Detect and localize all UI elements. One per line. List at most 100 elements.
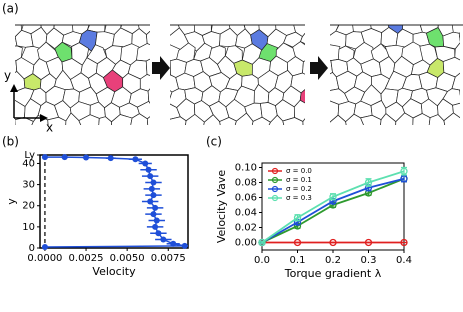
- point: [400, 167, 408, 175]
- y-tick-label: 30: [22, 180, 35, 191]
- cell: [105, 127, 124, 148]
- cell: [302, 60, 305, 75]
- cell: [186, 132, 207, 148]
- cell: [89, 130, 107, 149]
- cell: [0, 14, 7, 37]
- cell: [23, 131, 42, 147]
- legend-marker: [271, 185, 279, 193]
- y-tick-label: 0.04: [235, 208, 257, 219]
- y-axis-label: Velocity Vave: [215, 170, 228, 244]
- legend-marker: [271, 176, 279, 184]
- cell: [71, 128, 90, 149]
- cell: [313, 86, 329, 109]
- point: [152, 223, 159, 230]
- point: [41, 243, 48, 250]
- cell: [242, 132, 261, 150]
- cell: [302, 118, 305, 125]
- point: [364, 238, 373, 247]
- point: [400, 238, 408, 247]
- point: [155, 230, 162, 237]
- cell: [455, 131, 463, 148]
- y-tick-label: 20: [22, 201, 35, 212]
- axis-label: x: [46, 121, 53, 135]
- y-tick-label: 0.00: [235, 238, 257, 249]
- point: [41, 154, 48, 161]
- x-tick-label: 0.0075: [151, 253, 186, 264]
- x-axis-label: Velocity: [92, 265, 136, 278]
- cell: [15, 35, 18, 47]
- panel-label: (a): [2, 2, 19, 16]
- x-tick-label: 0.2: [325, 255, 341, 266]
- cell: [360, 114, 382, 125]
- cell: [330, 121, 331, 124]
- plot-frame: [39, 154, 189, 249]
- cell: [86, 25, 106, 33]
- cell: [227, 131, 244, 149]
- x-tick-label: 0.0050: [110, 253, 145, 264]
- point: [132, 156, 139, 163]
- point: [147, 173, 154, 180]
- cell: [330, 25, 340, 36]
- cell: [304, 17, 323, 32]
- cell: [313, 30, 329, 48]
- cell: [320, 128, 341, 151]
- point: [329, 193, 337, 201]
- cell: [304, 101, 324, 121]
- legend-label: σ = 0.3: [286, 194, 312, 202]
- point: [148, 185, 155, 192]
- cell: [451, 25, 460, 34]
- y-tick-label: 40: [22, 158, 35, 169]
- point: [147, 198, 154, 205]
- cell: [458, 32, 460, 43]
- panel-label: (c): [206, 135, 222, 149]
- cell: [276, 129, 294, 148]
- cell: [300, 32, 305, 45]
- y-tick-label: 0.02: [235, 223, 257, 234]
- error-bar: [259, 241, 265, 244]
- cell: [452, 102, 460, 119]
- x-tick-label: 0.4: [396, 255, 412, 266]
- cell: [330, 44, 341, 61]
- cell: [0, 42, 7, 65]
- cell: [170, 116, 187, 125]
- point: [150, 179, 157, 186]
- y-tick-label: 0.06: [235, 193, 257, 204]
- point: [142, 160, 149, 167]
- cell: [154, 15, 172, 34]
- point: [364, 178, 373, 187]
- legend-label: σ = 0.1: [286, 176, 312, 184]
- cell: [307, 14, 327, 35]
- arrow: [152, 56, 170, 80]
- data-line: [261, 177, 405, 244]
- panel-label: (b): [2, 135, 19, 149]
- cell: [153, 103, 172, 121]
- point: [293, 214, 302, 222]
- cell: [120, 132, 140, 150]
- cell: [136, 131, 155, 148]
- cell: [177, 130, 195, 150]
- axis-label: y: [4, 69, 11, 83]
- cell: [170, 119, 171, 121]
- arrow: [310, 56, 328, 80]
- y-tick-label: 0.08: [235, 178, 257, 189]
- point: [160, 236, 167, 243]
- cell: [170, 25, 180, 36]
- cell: [325, 131, 342, 150]
- cell: [152, 131, 173, 151]
- cell: [454, 42, 460, 61]
- point: [152, 204, 159, 211]
- cell: [15, 119, 16, 125]
- cell: [443, 112, 460, 125]
- cell: [305, 129, 324, 149]
- axes-arrows: [10, 84, 48, 122]
- x-axis-label: Torque gradient λ: [284, 267, 382, 280]
- cell: [146, 116, 150, 125]
- point: [150, 211, 157, 218]
- point: [107, 155, 114, 162]
- point: [61, 154, 68, 161]
- tissue: [0, 14, 207, 151]
- x-tick-label: 0.3: [361, 255, 377, 266]
- legend-marker: [271, 167, 279, 175]
- cell: [172, 129, 188, 150]
